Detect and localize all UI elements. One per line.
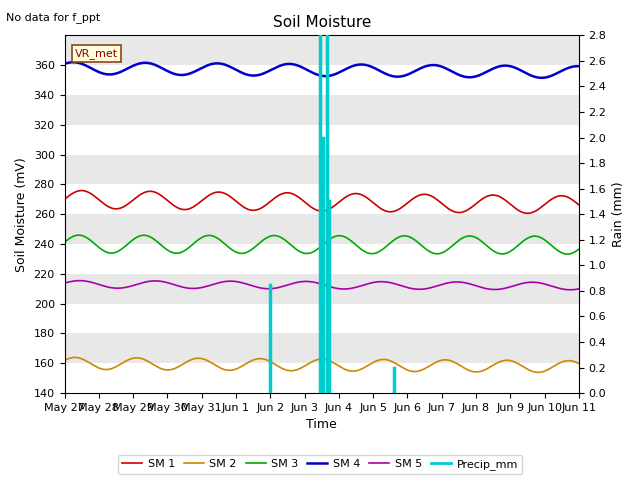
SM 4 <box>61 61 68 67</box>
SM 1 <box>290 192 298 197</box>
SM 4 <box>122 67 129 72</box>
SM 4 <box>69 60 77 65</box>
SM 1 <box>354 191 362 196</box>
SM 1 <box>61 196 68 202</box>
Line: SM 2: SM 2 <box>65 358 579 372</box>
SM 4 <box>575 63 582 69</box>
SM 3 <box>354 243 362 249</box>
SM 2 <box>290 368 298 373</box>
Bar <box>65 184 579 214</box>
SM 3 <box>290 244 298 250</box>
SM 1 <box>279 191 287 196</box>
Bar <box>65 363 579 393</box>
Line: SM 4: SM 4 <box>65 62 579 78</box>
SM 5 <box>299 279 307 285</box>
Bar <box>65 214 579 244</box>
Line: SM 5: SM 5 <box>65 281 579 290</box>
SM 5 <box>354 284 362 290</box>
SM 3 <box>122 243 129 249</box>
SM 5 <box>575 286 582 292</box>
Line: SM 3: SM 3 <box>65 235 579 254</box>
SM 5 <box>566 287 574 293</box>
Legend: SM 1, SM 2, SM 3, SM 4, SM 5, Precip_mm: SM 1, SM 2, SM 3, SM 4, SM 5, Precip_mm <box>118 455 522 474</box>
SM 3 <box>575 246 582 252</box>
SM 1 <box>122 203 129 208</box>
Y-axis label: Rain (mm): Rain (mm) <box>612 181 625 247</box>
Bar <box>65 334 579 363</box>
SM 4 <box>299 65 307 71</box>
Bar <box>65 155 579 184</box>
SM 2 <box>354 368 362 373</box>
SM 2 <box>71 355 79 360</box>
SM 2 <box>534 370 542 375</box>
SM 4 <box>290 61 298 67</box>
SM 1 <box>78 188 86 193</box>
Y-axis label: Soil Moisture (mV): Soil Moisture (mV) <box>15 157 28 272</box>
SM 3 <box>279 236 287 241</box>
SM 3 <box>75 232 83 238</box>
SM 5 <box>76 278 83 284</box>
Bar <box>65 274 579 304</box>
SM 2 <box>279 366 287 372</box>
SM 3 <box>61 240 68 245</box>
SM 5 <box>101 283 109 289</box>
SM 4 <box>101 71 109 77</box>
Title: Soil Moisture: Soil Moisture <box>273 15 371 30</box>
Bar <box>65 304 579 334</box>
SM 5 <box>279 283 287 289</box>
SM 5 <box>61 280 68 286</box>
SM 2 <box>299 364 307 370</box>
SM 1 <box>299 198 307 204</box>
SM 2 <box>575 360 582 366</box>
Text: VR_met: VR_met <box>75 48 118 59</box>
Text: No data for f_ppt: No data for f_ppt <box>6 12 100 23</box>
SM 1 <box>101 202 109 207</box>
SM 5 <box>290 280 298 286</box>
X-axis label: Time: Time <box>307 419 337 432</box>
SM 2 <box>61 358 68 363</box>
SM 4 <box>279 62 287 68</box>
SM 1 <box>524 210 532 216</box>
SM 2 <box>101 367 109 372</box>
SM 3 <box>299 250 307 256</box>
Line: SM 1: SM 1 <box>65 191 579 213</box>
SM 3 <box>564 251 572 257</box>
SM 1 <box>575 202 582 208</box>
Bar <box>65 65 579 95</box>
SM 4 <box>538 75 545 81</box>
SM 2 <box>122 358 129 364</box>
SM 5 <box>122 285 129 290</box>
Bar <box>65 125 579 155</box>
SM 4 <box>354 62 362 68</box>
SM 3 <box>101 249 109 254</box>
Bar <box>65 95 579 125</box>
Bar <box>65 244 579 274</box>
